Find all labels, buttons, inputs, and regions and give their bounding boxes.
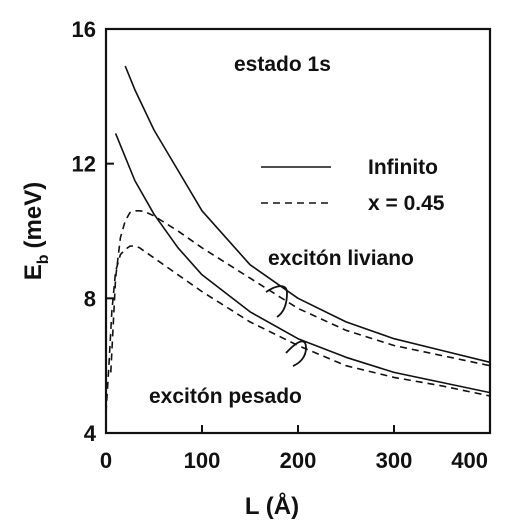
y-tick-label: 16 xyxy=(72,17,96,42)
x-tick-label: 0 xyxy=(100,448,112,473)
legend-label-x045: x = 0.45 xyxy=(368,192,445,215)
series-line-heavy-solid xyxy=(114,133,491,394)
y-axis-label: Eb(meV) xyxy=(20,182,52,280)
annotation-excito-liviano: excitón liviano xyxy=(268,247,414,270)
series-line-light-dashed xyxy=(110,210,491,373)
legend-label-infinito: Infinito xyxy=(368,156,438,179)
svg-text:Eb(meV): Eb(meV) xyxy=(20,182,52,280)
series-layer xyxy=(105,65,491,413)
x-axis-label: L (Å) xyxy=(245,492,299,520)
series-line-light-solid xyxy=(124,65,491,364)
y-tick-label: 4 xyxy=(84,421,97,446)
heavy-exciton-bracket xyxy=(285,340,307,367)
y-tick-label: 8 xyxy=(84,286,96,311)
x-tick-label: 400 xyxy=(451,448,488,473)
light-exciton-bracket xyxy=(265,285,288,318)
series-line-heavy-dashed xyxy=(105,245,491,413)
x-tick-label: 200 xyxy=(280,448,317,473)
x-tick-label: 100 xyxy=(184,448,221,473)
chart-title: estado 1s xyxy=(234,53,331,76)
annotation-exciton-pesado: excitón pesado xyxy=(149,385,302,408)
x-tick-label: 300 xyxy=(376,448,413,473)
y-tick-label: 12 xyxy=(72,152,96,177)
ticks-layer: 0 100 200 300 400 4 8 12 16 xyxy=(72,17,491,473)
plot-frame xyxy=(104,27,492,435)
